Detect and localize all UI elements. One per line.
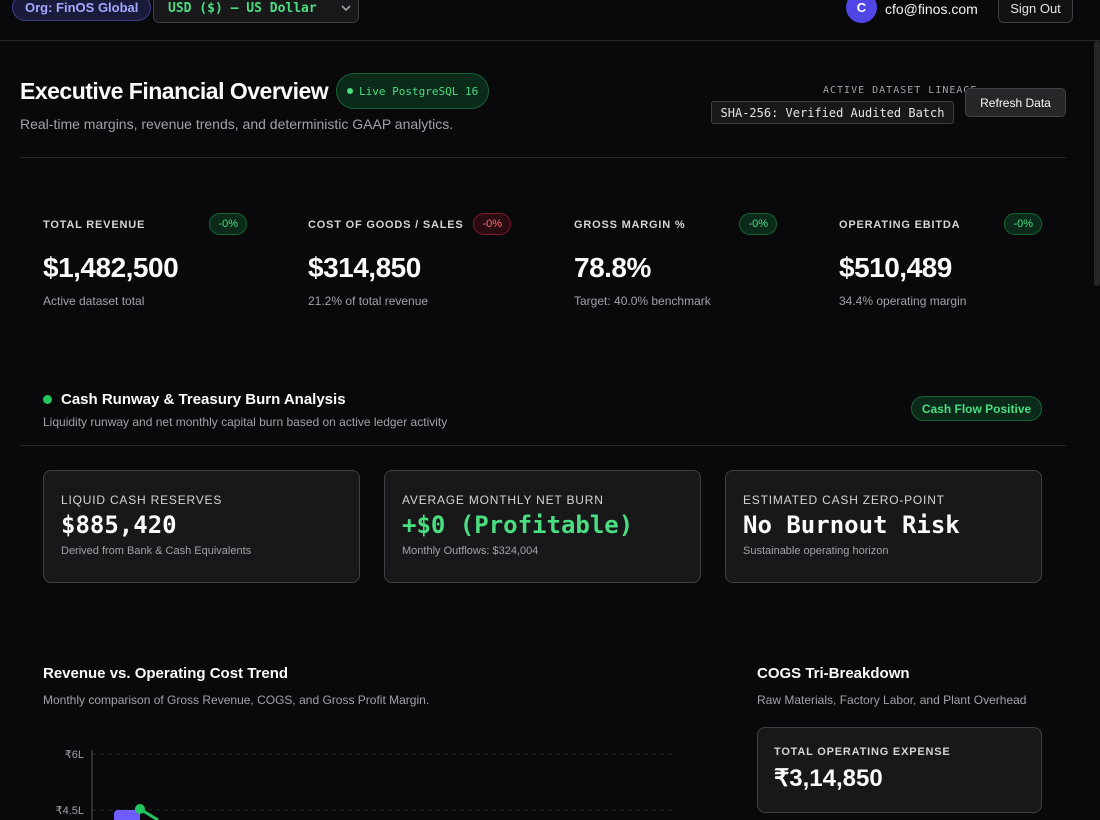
lineage-value: SHA-256: Verified Audited Batch [711,101,954,124]
header-divider [20,157,1066,158]
page-subtitle: Real-time margins, revenue trends, and d… [20,116,454,132]
cash-flow-status-badge: Cash Flow Positive [911,396,1042,421]
lineage-label: ACTIVE DATASET LINEAGE [823,85,978,96]
y-tick-label: ₹4.5L [56,805,84,817]
card-subtext: Derived from Bank & Cash Equivalents [61,545,252,557]
runway-card-net-burn: AVERAGE MONTHLY NET BURN +$0 (Profitable… [384,470,701,583]
currency-select[interactable]: USD ($) – US Dollar [153,0,359,23]
card-subtext: Sustainable operating horizon [743,545,889,557]
kpi-change-badge: -0% [739,213,777,235]
y-tick-label: ₹6L [65,749,84,761]
status-dot-icon [347,88,353,94]
kpi-total-revenue: TOTAL REVENUE -0% $1,482,500 Active data… [43,213,247,308]
cogs-title: COGS Tri-Breakdown [757,665,910,682]
live-db-label: Live PostgreSQL 16 [359,84,479,98]
kpi-label: GROSS MARGIN % [574,219,686,231]
kpi-cogs: COST OF GOODS / SALES -0% $314,850 21.2%… [308,213,511,308]
card-label: ESTIMATED CASH ZERO-POINT [743,493,945,507]
chart-subtitle: Monthly comparison of Gross Revenue, COG… [43,693,430,707]
kpi-subtext: Target: 40.0% benchmark [574,294,711,308]
top-bar: Org: FinOS Global USD ($) – US Dollar C … [0,0,1100,41]
section-title: Cash Runway & Treasury Burn Analysis [61,391,346,408]
kpi-value: $1,482,500 [43,252,179,283]
card-value: No Burnout Risk [743,511,960,539]
card-value: $885,420 [61,511,177,539]
cogs-subtitle: Raw Materials, Factory Labor, and Plant … [757,693,1027,707]
kpi-subtext: 21.2% of total revenue [308,294,429,308]
kpi-value: $314,850 [308,252,421,283]
card-label: AVERAGE MONTHLY NET BURN [402,493,604,507]
card-label: LIQUID CASH RESERVES [61,493,223,507]
kpi-label: TOTAL REVENUE [43,219,146,231]
card-label: TOTAL OPERATING EXPENSE [774,746,951,758]
chevron-down-icon [341,5,351,12]
card-value: +$0 (Profitable) [402,511,634,539]
avatar[interactable]: C [846,0,877,23]
chart-title: Revenue vs. Operating Cost Trend [43,665,289,682]
sign-out-button[interactable]: Sign Out [998,0,1073,23]
org-selector[interactable]: Org: FinOS Global [12,0,152,21]
kpi-change-badge: -0% [209,213,247,235]
currency-value: USD ($) – US Dollar [168,1,317,16]
kpi-label: OPERATING EBITDA [839,219,961,231]
runway-card-cash-reserves: LIQUID CASH RESERVES $885,420 Derived fr… [43,470,360,583]
page-title: Executive Financial Overview [20,78,329,104]
revenue-bar [114,810,140,820]
kpi-ebitda: OPERATING EBITDA -0% $510,489 34.4% oper… [839,213,1042,308]
page-scrollbar[interactable] [1094,41,1100,286]
section-subtitle: Liquidity runway and net monthly capital… [43,415,448,429]
card-subtext: Monthly Outflows: $324,004 [402,545,539,557]
margin-point [135,804,145,814]
section-divider [20,445,1066,446]
refresh-data-button[interactable]: Refresh Data [965,88,1066,117]
kpi-subtext: 34.4% operating margin [839,294,967,308]
kpi-subtext: Active dataset total [43,294,145,308]
kpi-change-badge: -0% [1004,213,1042,235]
kpi-label: COST OF GOODS / SALES [308,219,464,231]
revenue-trend-chart: ₹6L ₹4.5L [56,749,672,820]
total-opex-card: TOTAL OPERATING EXPENSE ₹3,14,850 [757,727,1042,813]
runway-card-zero-point: ESTIMATED CASH ZERO-POINT No Burnout Ris… [725,470,1042,583]
live-db-badge: Live PostgreSQL 16 [336,73,490,109]
user-email: cfo@finos.com [885,1,978,17]
kpi-value: 78.8% [574,252,651,283]
kpi-gross-margin: GROSS MARGIN % -0% 78.8% Target: 40.0% b… [574,213,777,308]
kpi-value: $510,489 [839,252,952,283]
card-value: ₹3,14,850 [774,765,883,792]
kpi-change-badge: -0% [473,213,511,235]
status-dot-icon [43,395,52,404]
